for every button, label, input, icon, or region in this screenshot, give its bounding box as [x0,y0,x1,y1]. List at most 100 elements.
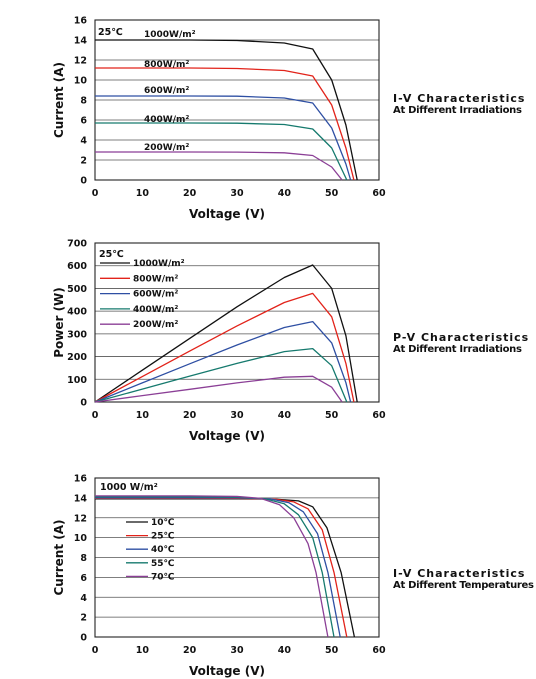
series-label: 800W/m² [144,60,189,70]
side-label-iv-temperature: I-V Characteristics At Different Tempera… [393,567,534,592]
legend-label: 40℃ [151,545,175,555]
y-tick-label: 8 [80,553,87,564]
y-tick-label: 16 [74,474,88,485]
x-tick-label: 60 [372,410,386,421]
series-label: 600W/m² [144,86,189,96]
x-tick-label: 10 [136,188,150,199]
side-title: I-V Characteristics [393,92,526,105]
x-tick-label: 10 [136,645,150,656]
y-axis-label: Power (W) [52,287,66,358]
x-axis-label: Voltage (V) [189,664,265,678]
series-line [94,292,355,403]
legend-label: 400W/m² [133,305,178,315]
y-tick-label: 4 [80,136,87,147]
series-line [95,495,329,638]
x-tick-label: 30 [230,410,244,421]
y-tick-label: 14 [74,36,88,47]
series-line [95,39,358,181]
y-tick-label: 0 [80,633,87,644]
chart-1: 0 2 4 6 8 10 12 14 16 0 10 20 30 40 50 60 Voltage (V) Cur… [52,16,386,222]
series-line [95,496,335,638]
series-line [94,264,358,403]
series-label: 200W/m² [144,143,189,153]
y-axis-label: Current (A) [52,519,66,595]
y-tick-label: 2 [80,613,87,624]
x-tick-label: 40 [278,410,292,421]
y-tick-label: 600 [67,261,87,272]
x-tick-label: 10 [136,410,150,421]
legend-label: 800W/m² [133,274,178,284]
x-tick-label: 30 [230,645,244,656]
series-line [95,497,348,638]
x-tick-label: 50 [325,645,339,656]
y-tick-label: 6 [80,573,87,584]
plot-frame [94,242,380,403]
x-tick-label: 60 [372,188,386,199]
x-tick-label: 0 [92,645,99,656]
legend-label: 25℃ [151,532,175,542]
x-tick-label: 50 [325,410,339,421]
y-tick-label: 4 [80,593,87,604]
x-tick-label: 40 [278,188,292,199]
x-tick-label: 20 [183,645,197,656]
x-axis-label: Voltage (V) [189,207,265,221]
y-tick-label: 6 [80,116,87,127]
legend-label: 55℃ [151,559,175,569]
series-line [94,320,352,403]
y-tick-label: 12 [74,56,87,67]
condition-label: 1000 W/m² [100,482,158,493]
side-label-pv-irradiation: P-V Characteristics At Different Irradia… [393,331,529,356]
y-tick-label: 14 [74,493,88,504]
x-tick-label: 30 [230,188,244,199]
y-tick-label: 0 [80,176,87,187]
series-line [95,95,352,181]
side-title: P-V Characteristics [393,331,530,344]
y-tick-label: 10 [74,533,88,544]
series-line [95,151,343,181]
condition-label: 25℃ [98,27,123,38]
chart-3: 0 2 4 6 8 10 12 14 16 0 10 20 30 40 50 60 Voltage (V) Cur… [52,474,386,679]
y-tick-label: 400 [67,307,87,318]
x-axis-label: Voltage (V) [189,429,265,443]
side-title: I-V Characteristics [393,567,526,580]
series-line [95,122,348,181]
x-tick-label: 40 [278,645,292,656]
series-line [94,347,348,403]
side-label-iv-irradiation: I-V Characteristics At Different Irradia… [393,92,525,117]
y-tick-label: 700 [67,239,87,250]
side-subtitle: At Different Irradiations [393,105,522,116]
series-label: 1000W/m² [144,30,196,40]
legend-label: 10℃ [151,518,175,528]
legend-label: 70℃ [151,572,175,582]
y-tick-label: 100 [67,375,87,386]
legend-label: 200W/m² [133,320,178,330]
y-tick-label: 0 [80,398,87,409]
series-line [95,67,355,181]
y-tick-label: 500 [67,284,87,295]
series-line [95,497,341,638]
series-label: 400W/m² [144,115,189,125]
series-line [94,375,343,403]
x-tick-label: 0 [92,188,99,199]
y-tick-label: 10 [74,76,88,87]
x-tick-label: 50 [325,188,339,199]
y-tick-label: 8 [80,96,87,107]
y-tick-label: 12 [74,513,87,524]
y-tick-label: 200 [67,352,87,363]
plot-frame [94,477,380,638]
side-subtitle: At Different Temperatures [393,580,534,591]
y-tick-label: 2 [80,156,87,167]
y-axis-label: Current (A) [52,62,66,138]
plot-frame [94,19,380,181]
chart-2: 0 100 200 300 400 500 600 700 0 10 20 30 40 50 60 Volta… [52,239,386,444]
x-tick-label: 0 [92,410,99,421]
y-tick-label: 300 [67,329,87,340]
x-tick-label: 20 [183,188,197,199]
side-subtitle: At Different Irradiations [393,344,522,355]
x-tick-label: 60 [372,645,386,656]
y-tick-label: 16 [74,16,88,27]
condition-label: 25℃ [99,249,124,260]
legend-label: 1000W/m² [133,259,185,269]
x-tick-label: 20 [183,410,197,421]
